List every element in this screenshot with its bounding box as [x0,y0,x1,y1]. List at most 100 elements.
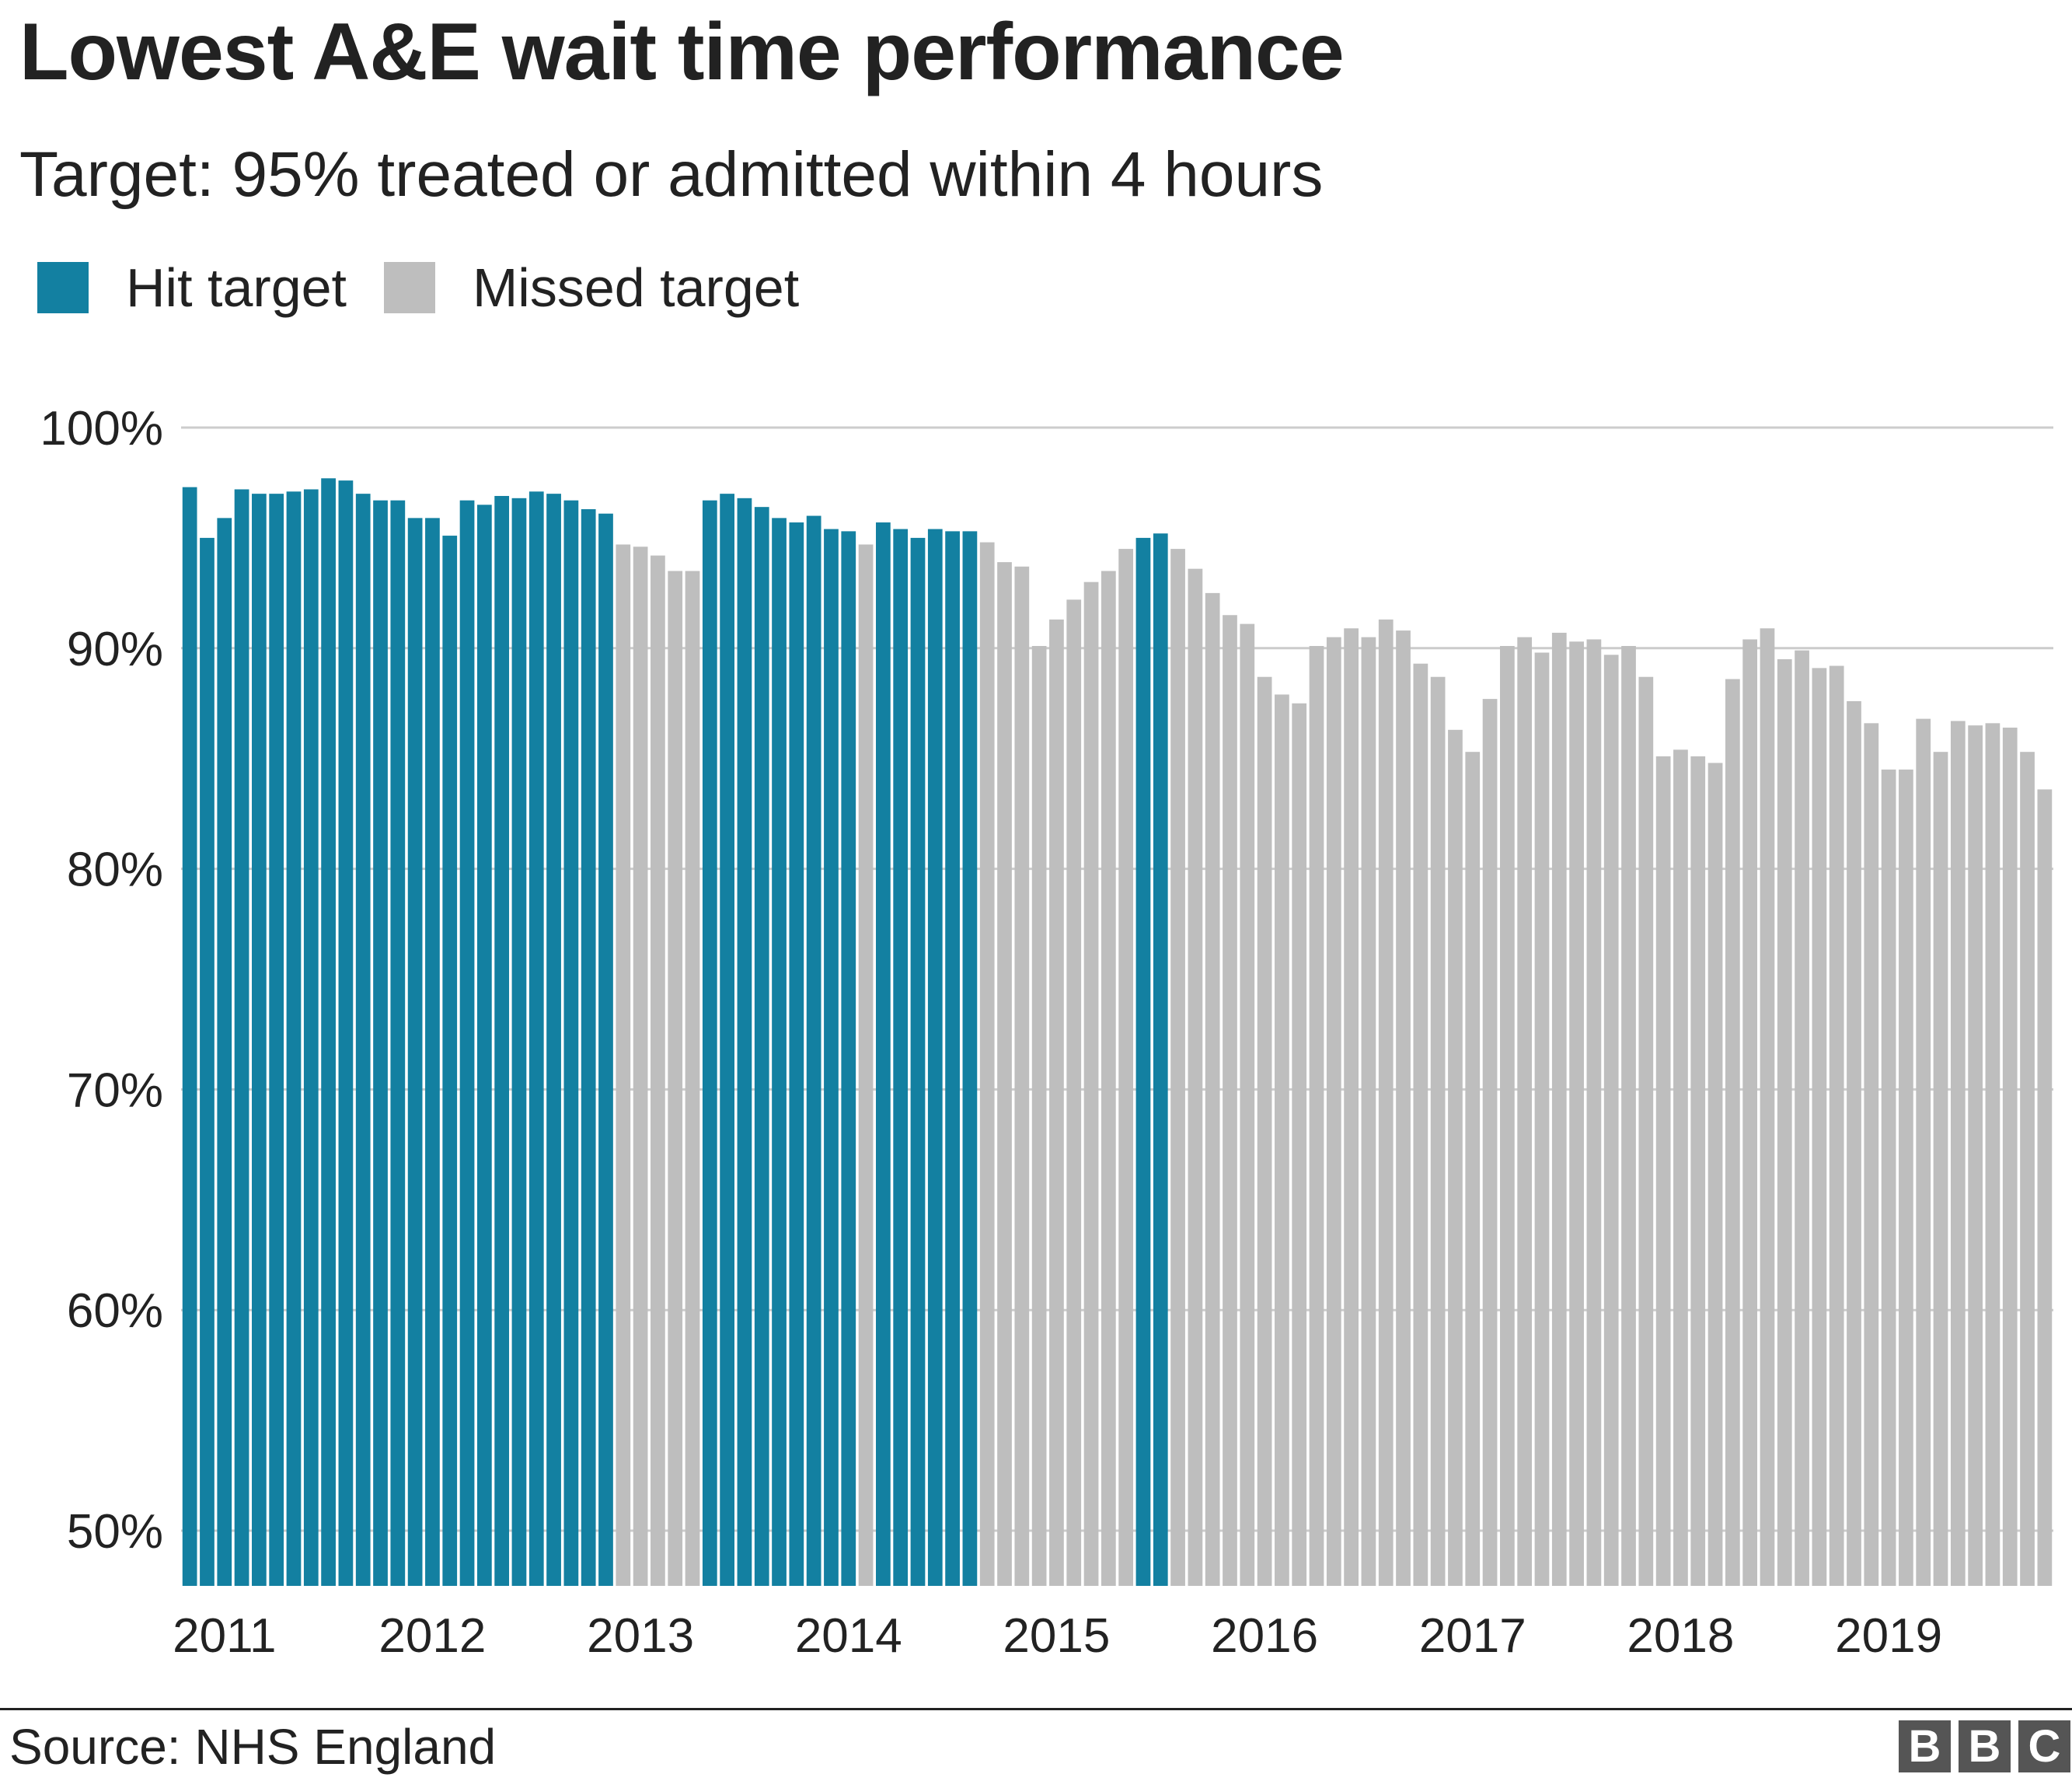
bar [598,513,613,1587]
bar [772,518,787,1586]
bar [668,571,683,1586]
bar [1448,729,1463,1586]
bar [1899,769,1913,1586]
bar [702,500,717,1587]
legend-item-missed: Missed target [384,257,799,319]
bar [1985,723,2000,1586]
bbc-logo-letter: B [1959,1720,2011,1772]
bar [945,531,960,1586]
bar [1049,619,1064,1587]
bar [1534,652,1550,1586]
bar [685,571,700,1586]
bar [720,494,734,1586]
bar [1309,645,1324,1586]
bar [2037,789,2053,1587]
bar [252,494,267,1586]
x-tick-label: 2016 [1211,1609,1318,1663]
y-tick-label: 50% [67,1505,163,1559]
y-tick-label: 90% [67,623,163,676]
chart-subtitle: Target: 95% treated or admitted within 4… [19,139,1324,210]
bar [390,500,406,1587]
bar [1569,641,1584,1586]
bar [893,529,909,1586]
bar [1621,645,1636,1586]
bar [1690,756,1706,1586]
bar [1326,637,1341,1586]
bar [1812,668,1827,1586]
bar [1014,566,1030,1586]
bar [1968,725,1983,1586]
bar [1413,663,1428,1587]
bar [1396,630,1411,1586]
legend-item-hit: Hit target [37,257,347,319]
bar-chart: 50% 60% 70% 80% 90% 100% 2011 2012 2013 2014 2015 2… [40,402,2053,1663]
bar [876,522,891,1586]
bar [1742,639,1758,1587]
bbc-logo: B B C [1899,1720,2070,1772]
bbc-logo-letter: B [1899,1720,1951,1772]
bar [1275,694,1289,1587]
bar [1118,549,1134,1586]
y-tick-label: 60% [67,1284,163,1338]
bar [962,531,978,1586]
bar [633,547,648,1586]
x-tick-label: 2014 [795,1609,902,1663]
bar [2002,727,2018,1586]
bar [269,494,284,1586]
bar [2020,752,2035,1587]
bar [1482,699,1498,1586]
bar [1083,581,1099,1587]
bar [1864,723,1879,1586]
bar [927,529,943,1586]
bar [546,494,561,1586]
x-tick-label: 2015 [1003,1609,1110,1663]
bar [824,529,839,1586]
bar [754,507,769,1587]
x-tick-label: 2012 [378,1609,486,1663]
bar [806,515,821,1586]
bar [459,500,475,1587]
bar [1361,637,1376,1586]
bar [789,522,804,1586]
bar [1517,637,1533,1586]
bar [1188,568,1203,1586]
bar [841,531,856,1586]
bar [1500,645,1515,1586]
bar [1673,749,1688,1586]
legend-swatch-missed [384,262,435,313]
bar [1829,665,1844,1586]
bar [1170,549,1185,1586]
bar [234,489,249,1586]
x-tick-label: 2018 [1627,1609,1734,1663]
bar [651,555,665,1586]
bar [1240,623,1255,1586]
legend-label-missed: Missed target [473,257,800,318]
bar [528,491,544,1586]
bar [1586,639,1602,1587]
bar [1933,752,1948,1587]
bar [373,500,388,1587]
bar [1916,718,1931,1586]
bar [476,505,492,1586]
y-tick-label: 100% [40,402,163,456]
bar [1551,632,1567,1587]
bar [1257,676,1272,1587]
footer-divider [0,1708,2072,1710]
bar [1135,537,1151,1586]
bar [1101,571,1116,1586]
bar [616,544,631,1587]
bar [1638,676,1654,1587]
bar [1795,650,1809,1586]
bar [1603,655,1619,1586]
bar [1725,679,1740,1586]
legend: Hit target Missed target [37,257,836,319]
bar [581,509,596,1586]
y-tick-label: 80% [67,843,163,897]
bar [407,518,423,1586]
bar [303,489,319,1586]
bar [1847,700,1861,1587]
x-tick-label: 2017 [1419,1609,1526,1663]
x-tick-label: 2013 [587,1609,694,1663]
bar [1223,615,1237,1586]
bar [217,518,232,1586]
